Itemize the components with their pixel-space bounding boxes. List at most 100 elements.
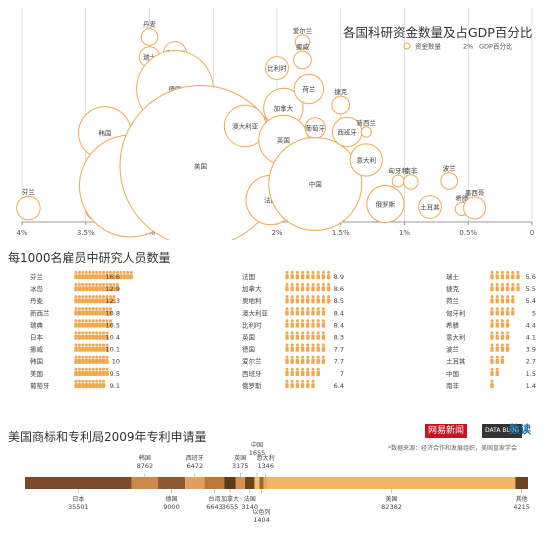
person-icon-head xyxy=(98,343,102,347)
person-icon-head xyxy=(95,319,99,323)
person-icon-head xyxy=(285,343,289,347)
person-icon-body xyxy=(105,286,109,292)
person-icon-head xyxy=(321,295,325,299)
patent-segment xyxy=(515,477,528,489)
researchers-row-value: 10.4 xyxy=(106,334,120,342)
bubble xyxy=(265,56,289,80)
person-icon-head xyxy=(102,295,106,299)
person-icon-body xyxy=(290,371,294,376)
person-icon-head xyxy=(301,343,305,347)
researchers-row-label: 芬兰 xyxy=(30,272,44,281)
researchers-row-label: 冰岛 xyxy=(30,284,43,293)
person-icon-head xyxy=(81,331,85,335)
bubble-label: 捷克 xyxy=(334,87,348,96)
person-icon-head xyxy=(500,343,504,347)
person-icon-body xyxy=(101,383,106,389)
person-icon-body xyxy=(316,310,320,316)
person-icon-body xyxy=(101,334,106,340)
person-icon-body xyxy=(490,274,494,280)
person-icon-body xyxy=(95,274,99,280)
person-icon-body xyxy=(295,383,300,389)
person-icon-head xyxy=(77,367,81,371)
person-icon-body xyxy=(316,286,320,292)
person-icon-body xyxy=(95,286,99,292)
person-icon-body xyxy=(295,358,300,364)
person-icon-body xyxy=(98,346,102,352)
researchers-row-label: 葡萄牙 xyxy=(30,381,50,390)
person-icon-head xyxy=(295,379,299,383)
person-icon-head xyxy=(316,343,320,347)
person-icon-body xyxy=(105,274,109,280)
person-icon-body xyxy=(321,286,326,292)
person-icon-head xyxy=(81,355,85,359)
person-icon-body xyxy=(306,310,310,316)
patent-value: 3655 xyxy=(222,503,239,511)
person-icon-head xyxy=(81,270,85,274)
person-icon-body xyxy=(316,346,320,352)
person-icons xyxy=(490,379,494,389)
person-icon-head xyxy=(102,319,106,323)
person-icon-body xyxy=(316,358,320,364)
person-icon-head xyxy=(74,319,78,323)
person-icon-head xyxy=(316,307,320,311)
person-icon-body xyxy=(95,383,99,389)
person-icon-body xyxy=(101,310,106,316)
bubble-chart-title: 各国科研资金数量及占GDP百分比 xyxy=(343,25,533,40)
bubble-chart: 4%3.5%3%2.5%2%1.5%1%0.5%0芬兰瑞典韩国日本丹麦瑞士奥地利… xyxy=(16,8,534,240)
person-icon-head xyxy=(109,307,112,311)
person-icons xyxy=(74,379,106,389)
person-icon-body xyxy=(84,322,89,328)
person-icon-head xyxy=(490,331,494,335)
person-icon-head xyxy=(81,379,85,383)
person-icon-body xyxy=(495,334,499,340)
patent-segment xyxy=(254,477,260,489)
person-icon-head xyxy=(98,283,102,286)
person-icon-body xyxy=(311,334,315,340)
patent-segment xyxy=(204,477,225,489)
person-icon-head xyxy=(98,367,102,371)
person-icon-head xyxy=(301,379,305,383)
bubble-label: 丹麦 xyxy=(143,20,157,29)
person-icon-head xyxy=(316,367,320,371)
person-icon-head xyxy=(112,283,116,286)
patent-value: 3140 xyxy=(241,503,258,511)
person-icon-body xyxy=(500,274,505,280)
person-icon-head xyxy=(321,319,325,323)
person-icon-head xyxy=(88,283,92,286)
bubble xyxy=(440,172,458,190)
person-icon-head xyxy=(311,270,315,274)
person-icon-body xyxy=(500,322,505,328)
bubble-label: 波兰 xyxy=(443,164,457,173)
person-icon-head xyxy=(306,307,310,311)
bubble-label: 加拿大 xyxy=(274,104,294,113)
person-icon-head xyxy=(105,295,109,299)
person-icon-body xyxy=(300,334,305,340)
bubble xyxy=(418,195,442,219)
bubble-label: 韩国 xyxy=(98,129,111,138)
person-icon-head xyxy=(490,343,494,347)
person-icon-head xyxy=(290,283,294,286)
person-icon-head xyxy=(81,295,85,299)
person-icon-body xyxy=(295,286,300,292)
bubble-label: 西班牙 xyxy=(337,128,357,137)
person-icons xyxy=(490,319,510,328)
person-icon-body xyxy=(495,346,499,352)
person-icon-body xyxy=(77,322,82,328)
bubble xyxy=(331,95,351,115)
person-icon-body xyxy=(290,286,294,292)
legend-label-gdp: GDP百分比 xyxy=(479,42,513,51)
person-icons xyxy=(490,331,510,340)
person-icon-body xyxy=(300,346,305,352)
person-icon-head xyxy=(77,355,81,359)
person-icon-head xyxy=(495,319,499,323)
person-icon-body xyxy=(129,274,133,280)
patent-label: 中国 xyxy=(251,441,263,449)
person-icon-head xyxy=(84,295,88,299)
person-icon-head xyxy=(285,355,289,359)
person-icons xyxy=(490,367,499,376)
person-icon-head xyxy=(495,343,499,347)
person-icon-body xyxy=(321,310,326,316)
person-icon-head xyxy=(306,355,310,359)
person-icon-body xyxy=(295,334,300,340)
